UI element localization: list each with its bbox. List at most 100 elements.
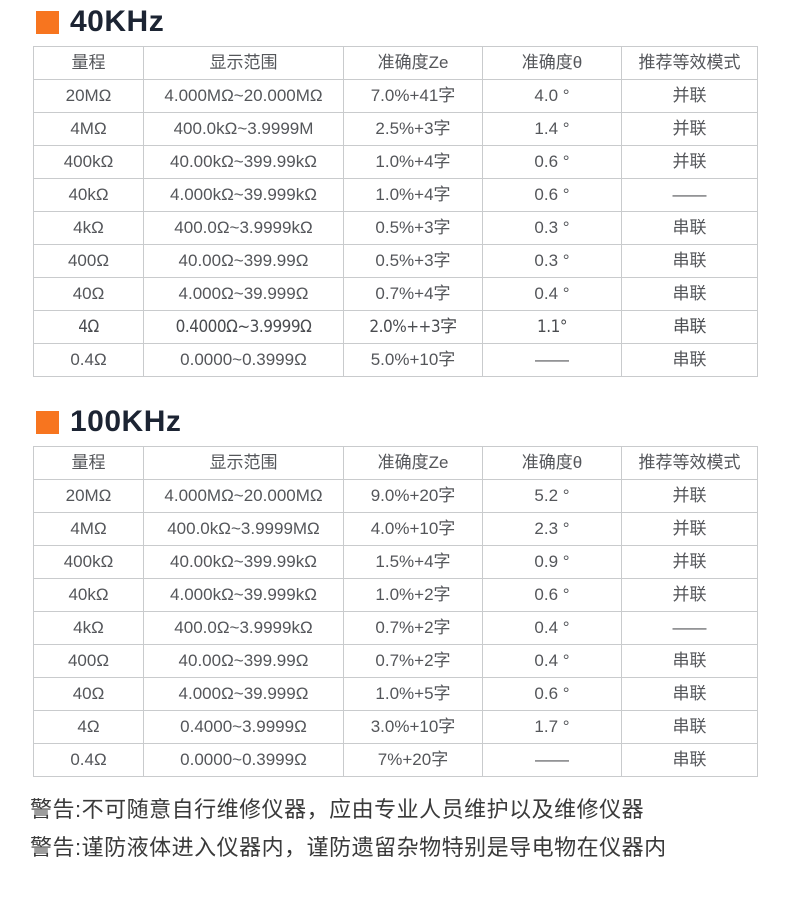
display-range-cell: 40.00Ω~399.99Ω	[143, 244, 344, 278]
mode-cell: 并联	[621, 578, 758, 612]
warnings-block: 警告:不可随意自行维修仪器，应由专业人员维护以及维修仪器 警告:谨防液体进入仪器…	[30, 791, 790, 867]
table-row: 4kΩ 400.0Ω~3.9999kΩ 0.5%+3字 0.3 ° 串联	[33, 211, 758, 245]
display-range-column-header: 显示范围	[143, 446, 344, 480]
mode-cell: 串联	[621, 244, 758, 278]
display-range-cell: 0.4000~3.9999Ω	[143, 710, 344, 744]
warning-text: 警告:谨防液体进入仪器内，谨防遗留杂物特别是导电物在仪器内	[30, 835, 667, 860]
display-range-cell: 4.000kΩ~39.999kΩ	[143, 578, 344, 612]
mode-cell: 串联	[621, 277, 758, 311]
accuracy-ze-cell: 2.5%+3字	[343, 112, 483, 146]
table-row: 400Ω 40.00Ω~399.99Ω 0.7%+2字 0.4 ° 串联	[33, 644, 758, 678]
display-range-cell: 4.000kΩ~39.999kΩ	[143, 178, 344, 212]
accuracy-ze-cell: 0.7%+2字	[343, 611, 483, 645]
table-row: 40kΩ 4.000kΩ~39.999kΩ 1.0%+2字 0.6 ° 并联	[33, 578, 758, 612]
table-row: 40Ω 4.000Ω~39.999Ω 0.7%+4字 0.4 ° 串联	[33, 277, 758, 311]
accuracy-ze-cell: 0.5%+3字	[343, 211, 483, 245]
accuracy-ze-cell: 1.0%+2字	[343, 578, 483, 612]
mode-cell: 串联	[621, 211, 758, 245]
mode-cell: 串联	[621, 343, 758, 377]
display-range-column-header: 显示范围	[143, 46, 344, 80]
mode-cell: 串联	[621, 743, 758, 777]
accuracy-ze-column-header: 准确度Ze	[343, 46, 483, 80]
table-row: 4kΩ 400.0Ω~3.9999kΩ 0.7%+2字 0.4 ° ——	[33, 611, 758, 645]
range-cell: 40Ω	[33, 677, 144, 711]
table-row: 400kΩ 40.00kΩ~399.99kΩ 1.0%+4字 0.6 ° 并联	[33, 145, 758, 179]
mode-cell: ——	[621, 611, 758, 645]
mode-cell: 并联	[621, 512, 758, 546]
mode-cell: 串联	[621, 644, 758, 678]
display-range-cell: 4.000Ω~39.999Ω	[143, 677, 344, 711]
accuracy-theta-cell: 1.1°	[482, 310, 622, 344]
mode-cell: 串联	[621, 310, 758, 344]
mode-cell: 并联	[621, 112, 758, 146]
accuracy-ze-cell: 0.7%+2字	[343, 644, 483, 678]
orange-square-marker-icon	[36, 410, 59, 434]
header-row: 量程 显示范围 准确度Ze 准确度θ 推荐等效模式	[33, 446, 758, 480]
section-40khz: 40KHz 量程 显示范围 准确度Ze 准确度θ 推荐等效模式 20MΩ 4.000MΩ~2…	[0, 0, 790, 377]
accuracy-ze-cell: 9.0%+20字	[343, 479, 483, 513]
mode-cell: 串联	[621, 677, 758, 711]
range-cell: 400Ω	[33, 644, 144, 678]
range-cell: 4kΩ	[33, 611, 144, 645]
range-cell: 0.4Ω	[33, 743, 144, 777]
range-cell: 400kΩ	[33, 545, 144, 579]
accuracy-ze-cell: 7%+20字	[343, 743, 483, 777]
range-cell: 20MΩ	[33, 479, 144, 513]
accuracy-ze-cell: 2.0%++3字	[343, 310, 483, 344]
accuracy-theta-cell: 0.4 °	[482, 277, 622, 311]
table-row: 4Ω 0.4000Ω~3.9999Ω 2.0%++3字 1.1° 串联	[33, 310, 758, 344]
section-heading-100khz: 100KHz	[36, 406, 790, 438]
display-range-cell: 40.00kΩ~399.99kΩ	[143, 545, 344, 579]
range-cell: 40Ω	[33, 277, 144, 311]
range-cell: 4Ω	[33, 710, 144, 744]
display-range-cell: 0.4000Ω~3.9999Ω	[143, 310, 344, 344]
display-range-cell: 4.000Ω~39.999Ω	[143, 277, 344, 311]
accuracy-theta-cell: 0.6 °	[482, 178, 622, 212]
table-row: 4MΩ 400.0kΩ~3.9999MΩ 4.0%+10字 2.3 ° 并联	[33, 512, 758, 546]
accuracy-theta-cell: 1.4 °	[482, 112, 622, 146]
table-row: 0.4Ω 0.0000~0.3999Ω 7%+20字 —— 串联	[33, 743, 758, 777]
display-range-cell: 4.000MΩ~20.000MΩ	[143, 479, 344, 513]
mode-column-header: 推荐等效模式	[621, 446, 758, 480]
range-cell: 4MΩ	[33, 112, 144, 146]
accuracy-ze-column-header: 准确度Ze	[343, 446, 483, 480]
accuracy-ze-cell: 3.0%+10字	[343, 710, 483, 744]
accuracy-theta-cell: 0.4 °	[482, 644, 622, 678]
mode-cell: ——	[621, 178, 758, 212]
accuracy-theta-column-header: 准确度θ	[482, 446, 622, 480]
display-range-cell: 40.00Ω~399.99Ω	[143, 644, 344, 678]
accuracy-theta-column-header: 准确度θ	[482, 46, 622, 80]
mode-cell: 并联	[621, 145, 758, 179]
orange-square-marker-icon	[36, 10, 59, 34]
accuracy-ze-cell: 0.7%+4字	[343, 277, 483, 311]
display-range-cell: 0.0000~0.3999Ω	[143, 743, 344, 777]
range-cell: 4kΩ	[33, 211, 144, 245]
range-cell: 4Ω	[33, 310, 144, 344]
accuracy-theta-cell: ——	[482, 343, 622, 377]
section-title-40khz: 40KHz	[70, 5, 165, 38]
accuracy-theta-cell: 0.6 °	[482, 578, 622, 612]
accuracy-ze-cell: 1.5%+4字	[343, 545, 483, 579]
accuracy-theta-cell: 2.3 °	[482, 512, 622, 546]
table-row: 20MΩ 4.000MΩ~20.000MΩ 7.0%+41字 4.0 ° 并联	[33, 79, 758, 113]
section-100khz: 100KHz 量程 显示范围 准确度Ze 准确度θ 推荐等效模式 20MΩ 4.000MΩ~…	[0, 406, 790, 777]
display-range-cell: 4.000MΩ~20.000MΩ	[143, 79, 344, 113]
accuracy-ze-cell: 1.0%+4字	[343, 145, 483, 179]
range-cell: 4MΩ	[33, 512, 144, 546]
range-cell: 40kΩ	[33, 578, 144, 612]
section-heading-40khz: 40KHz	[36, 0, 790, 38]
mode-cell: 并联	[621, 79, 758, 113]
accuracy-ze-cell: 5.0%+10字	[343, 343, 483, 377]
range-cell: 20MΩ	[33, 79, 144, 113]
mode-cell: 串联	[621, 710, 758, 744]
accuracy-theta-cell: 0.9 °	[482, 545, 622, 579]
range-column-header: 量程	[33, 446, 144, 480]
accuracy-theta-cell: 0.6 °	[482, 677, 622, 711]
mode-cell: 并联	[621, 545, 758, 579]
accuracy-ze-cell: 7.0%+41字	[343, 79, 483, 113]
table-row: 4Ω 0.4000~3.9999Ω 3.0%+10字 1.7 ° 串联	[33, 710, 758, 744]
table-row: 40kΩ 4.000kΩ~39.999kΩ 1.0%+4字 0.6 ° ——	[33, 178, 758, 212]
accuracy-theta-cell: 0.6 °	[482, 145, 622, 179]
display-range-cell: 0.0000~0.3999Ω	[143, 343, 344, 377]
